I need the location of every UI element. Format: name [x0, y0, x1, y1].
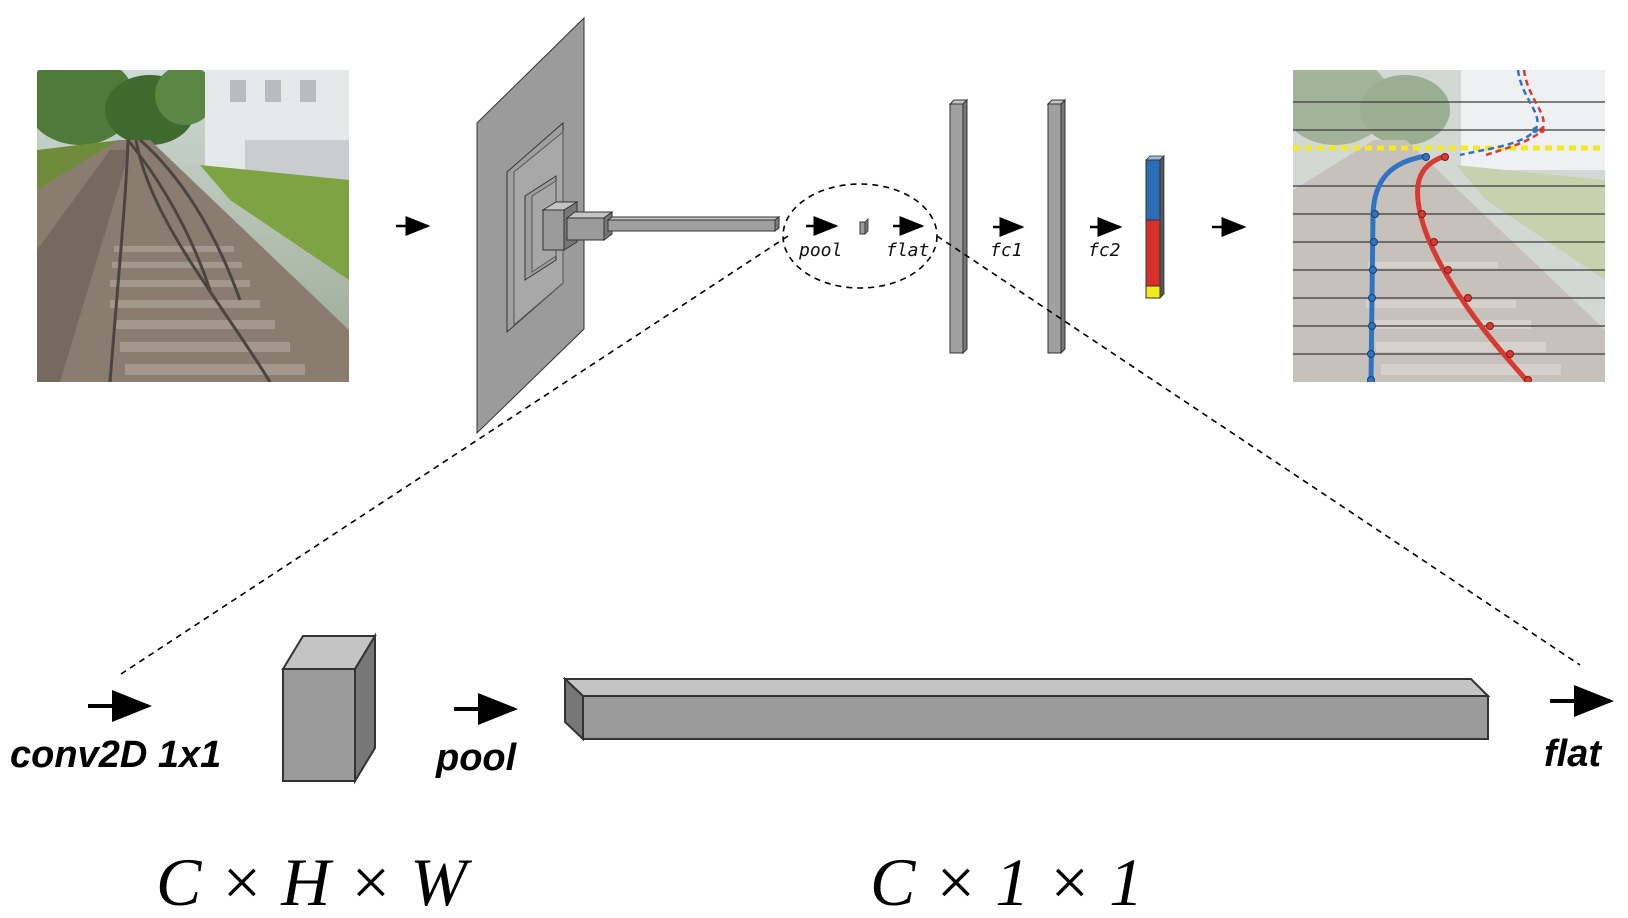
- label-conv2d-bottom: conv2D 1x1: [10, 734, 221, 776]
- label-pool-bottom: pool: [435, 737, 518, 779]
- pooled-feature-small: [859, 218, 869, 235]
- input-railway-image: [37, 70, 349, 382]
- zoom-ellipse: [782, 183, 938, 289]
- label-fc1: fc1: [990, 240, 1023, 261]
- conv1x1-thin-bar: [606, 216, 781, 232]
- backbone-head-box: [565, 211, 614, 241]
- fc1-layer: [948, 98, 969, 355]
- label-flat-bottom: flat: [1544, 733, 1602, 775]
- label-flat-top: flat: [886, 240, 929, 261]
- dim-label-right: C × 1 × 1: [870, 844, 1143, 918]
- label-fc2: fc2: [1088, 240, 1121, 261]
- zoom-guide-left: [117, 235, 789, 677]
- output-vector: [1145, 155, 1165, 299]
- label-pool-top: pool: [798, 240, 842, 261]
- flattened-bar-bottom: [562, 676, 1491, 742]
- zoom-guide-right: [936, 235, 1581, 666]
- feature-cube-bottom: [281, 632, 377, 785]
- output-railway-image: [1293, 70, 1605, 382]
- dim-label-left: C × H × W: [156, 844, 472, 918]
- fc2-layer: [1046, 98, 1067, 355]
